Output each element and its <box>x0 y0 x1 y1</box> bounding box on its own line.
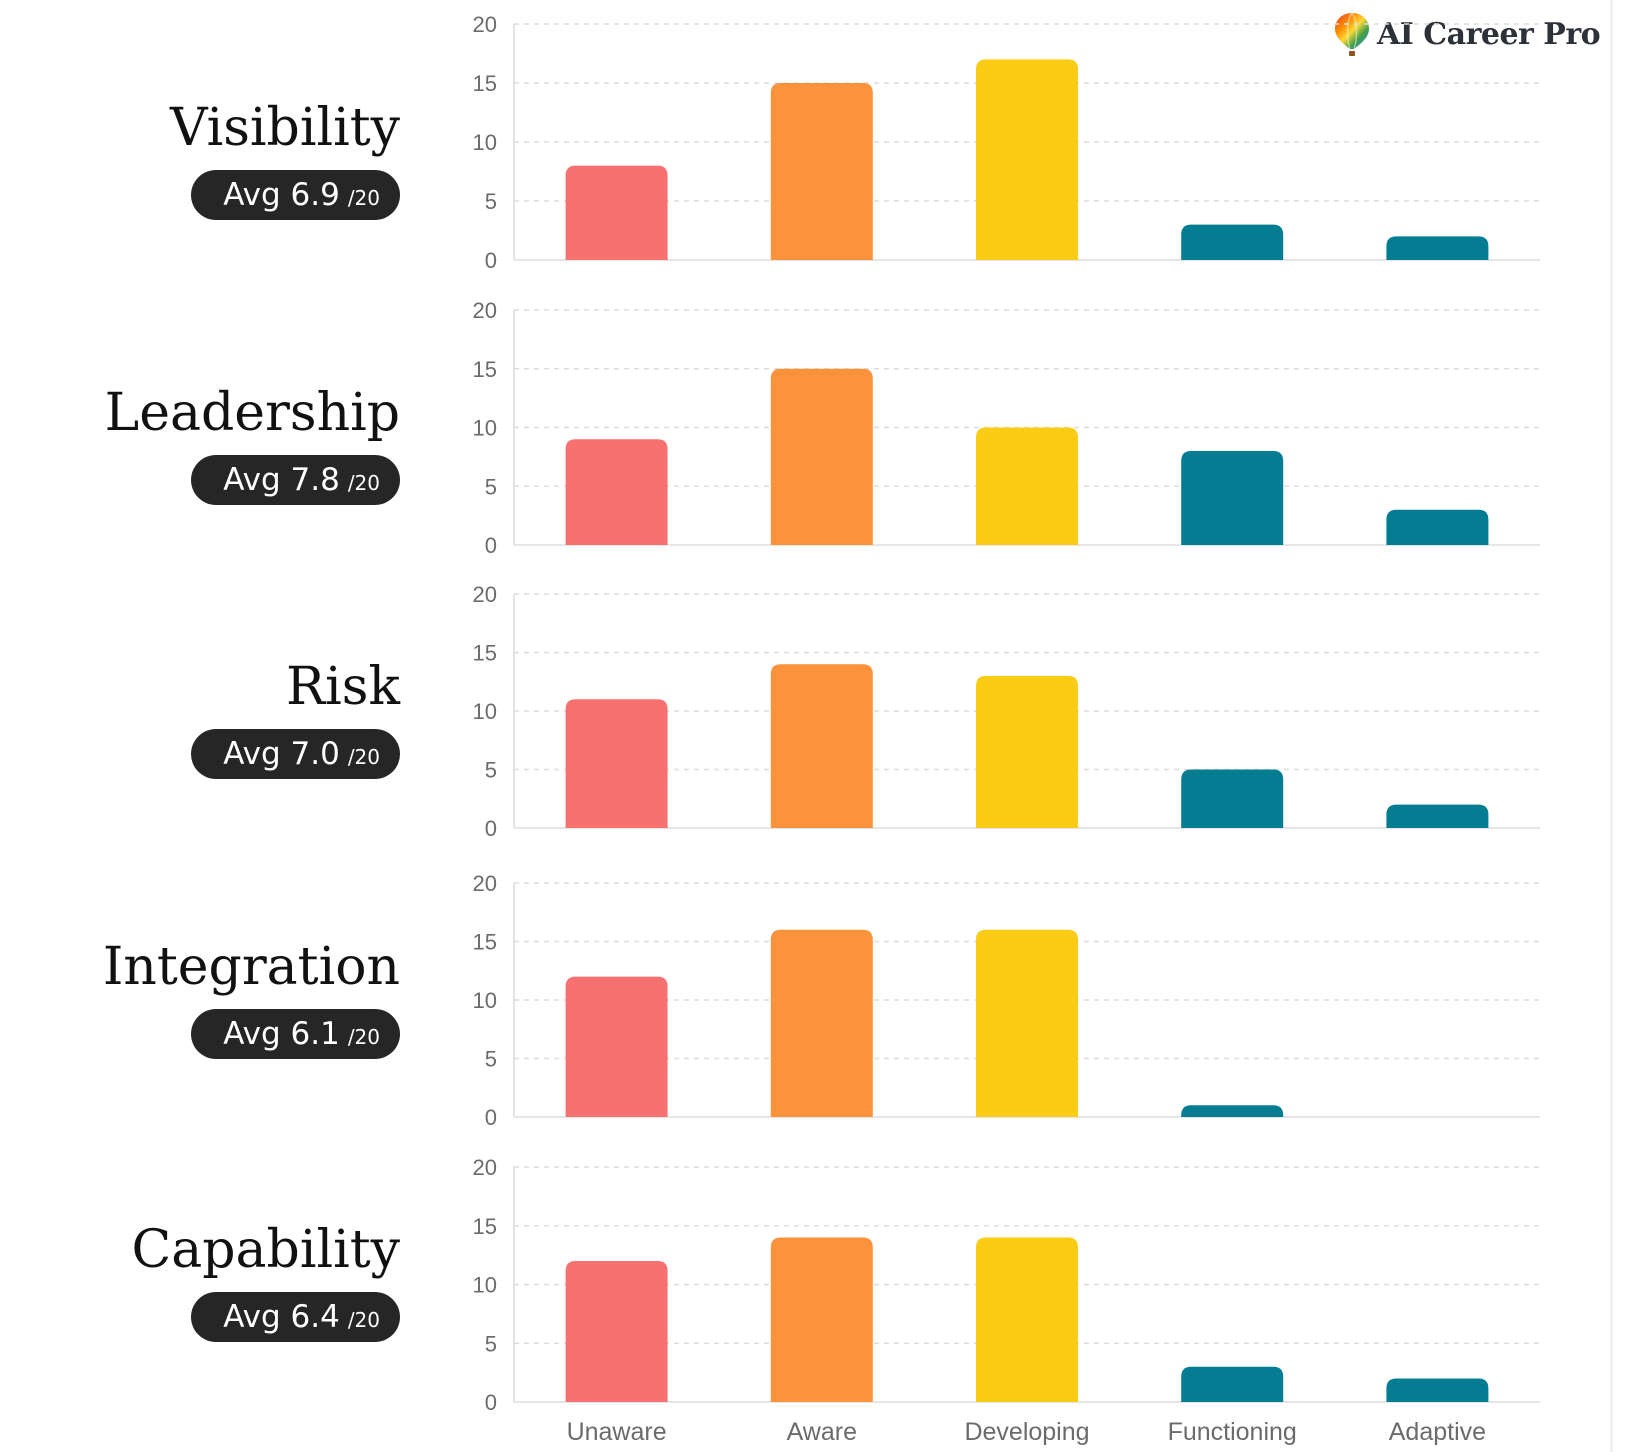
chart-panel-risk: 0 5 10 15 20 <box>473 582 1540 841</box>
bar-functioning <box>1181 224 1284 260</box>
avg-score-value: Avg 7.0 <box>223 736 340 772</box>
y-tick-label: 5 <box>485 1047 497 1072</box>
y-tick-label: 20 <box>473 871 497 896</box>
bar-functioning <box>1181 1366 1284 1402</box>
x-tick-label: Adaptive <box>1389 1418 1486 1446</box>
panel-title: Leadership <box>104 383 400 443</box>
bar-aware <box>770 929 873 1117</box>
y-tick-label: 10 <box>473 416 497 441</box>
bar-aware <box>770 1237 873 1402</box>
y-tick-label: 0 <box>485 1105 497 1130</box>
avg-score-badge: Avg 6.4/20 <box>191 1292 400 1342</box>
panel-title: Capability <box>131 1220 400 1280</box>
panel-label-leadership: Leadership Avg 7.8/20 <box>0 383 400 505</box>
bar-unaware <box>565 1261 668 1402</box>
avg-score-badge: Avg 6.1/20 <box>191 1009 400 1059</box>
bar-aware <box>770 368 873 545</box>
panel-title: Visibility <box>169 98 400 158</box>
chart-panel-capability: 0 5 10 15 20 <box>473 1155 1540 1415</box>
y-tick-label: 0 <box>485 1390 497 1415</box>
y-tick-label: 5 <box>485 474 497 499</box>
y-tick-label: 0 <box>485 248 497 273</box>
bar-adaptive <box>1386 236 1489 260</box>
bar-unaware <box>565 976 668 1117</box>
chart-panel-leadership: 0 5 10 15 20 <box>473 298 1540 558</box>
y-tick-label: 15 <box>473 357 497 382</box>
bar-developing <box>976 1237 1078 1402</box>
x-tick-label: Developing <box>964 1418 1089 1446</box>
x-tick-label: Aware <box>787 1418 857 1446</box>
avg-score-max: /20 <box>347 1025 380 1049</box>
bar-adaptive <box>1386 1378 1489 1402</box>
chart-panel-integration: 0 5 10 15 20 <box>473 871 1540 1130</box>
bar-aware <box>770 83 873 260</box>
x-tick-label: Unaware <box>567 1418 667 1446</box>
y-tick-label: 10 <box>473 988 497 1013</box>
bar-adaptive <box>1386 509 1489 545</box>
avg-score-badge: Avg 6.9/20 <box>191 170 400 220</box>
y-tick-label: 15 <box>473 1214 497 1239</box>
chart-panel-visibility: 0 5 10 15 20 <box>473 12 1540 273</box>
bar-unaware <box>565 439 668 545</box>
bar-developing <box>976 929 1078 1117</box>
y-tick-label: 15 <box>473 641 497 666</box>
bar-adaptive <box>1386 804 1489 828</box>
avg-score-badge: Avg 7.0/20 <box>191 729 400 779</box>
panel-label-integration: Integration Avg 6.1/20 <box>0 937 400 1059</box>
x-tick-label: Functioning <box>1168 1418 1297 1446</box>
avg-score-value: Avg 6.1 <box>223 1016 340 1052</box>
y-tick-label: 20 <box>473 582 497 607</box>
brand-name: AI Career Pro <box>1377 16 1601 52</box>
panel-label-capability: Capability Avg 6.4/20 <box>0 1220 400 1342</box>
avg-score-value: Avg 7.8 <box>223 462 340 498</box>
y-tick-label: 10 <box>473 699 497 724</box>
balloon-logo-icon <box>1335 12 1369 56</box>
bar-developing <box>976 675 1078 828</box>
page-edge-divider <box>1610 0 1613 1452</box>
bar-functioning <box>1181 1105 1284 1117</box>
avg-score-max: /20 <box>347 471 380 495</box>
y-tick-label: 5 <box>485 189 497 214</box>
avg-score-value: Avg 6.9 <box>223 177 340 213</box>
panel-title: Integration <box>102 937 400 997</box>
bar-developing <box>976 59 1078 261</box>
bar-functioning <box>1181 769 1284 828</box>
y-tick-label: 5 <box>485 758 497 783</box>
y-tick-label: 15 <box>473 71 497 96</box>
y-tick-label: 5 <box>485 1331 497 1356</box>
avg-score-max: /20 <box>347 186 380 210</box>
bar-unaware <box>565 699 668 828</box>
bar-functioning <box>1181 451 1284 545</box>
avg-score-value: Avg 6.4 <box>223 1299 340 1335</box>
y-tick-label: 20 <box>473 12 497 37</box>
y-tick-label: 0 <box>485 533 497 558</box>
panel-title: Risk <box>286 657 400 717</box>
y-tick-label: 20 <box>473 1155 497 1180</box>
panel-label-visibility: Visibility Avg 6.9/20 <box>0 98 400 220</box>
brand-logo: AI Career Pro <box>1333 8 1601 60</box>
panel-label-risk: Risk Avg 7.0/20 <box>0 657 400 779</box>
bar-developing <box>976 427 1078 545</box>
y-tick-label: 20 <box>473 298 497 323</box>
avg-score-max: /20 <box>347 1308 380 1332</box>
bar-unaware <box>565 165 668 260</box>
y-tick-label: 10 <box>473 1273 497 1298</box>
bar-aware <box>770 664 873 828</box>
y-tick-label: 15 <box>473 930 497 955</box>
avg-score-badge: Avg 7.8/20 <box>191 455 400 505</box>
avg-score-max: /20 <box>347 745 380 769</box>
y-tick-label: 0 <box>485 816 497 841</box>
y-tick-label: 10 <box>473 130 497 155</box>
